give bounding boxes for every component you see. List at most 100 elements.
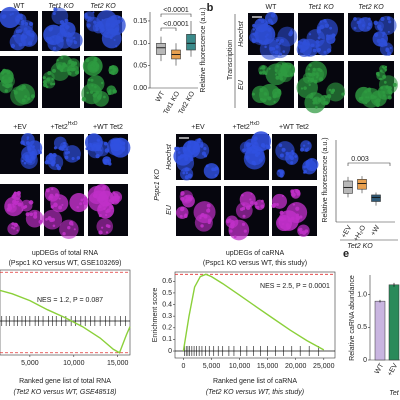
nucleus xyxy=(42,76,46,80)
nucleus xyxy=(290,161,294,165)
nucleus xyxy=(48,156,51,160)
nucleus xyxy=(326,48,332,53)
nucleus xyxy=(367,17,371,21)
nucleus xyxy=(60,56,64,60)
x-tick-label: WT xyxy=(374,362,386,376)
nucleus xyxy=(260,204,265,209)
x-axis-label: (Tet2 KO versus WT, GSE48518) xyxy=(14,389,117,396)
nucleus xyxy=(308,33,312,36)
nucleus xyxy=(214,166,219,171)
nucleus xyxy=(282,69,287,74)
nucleus xyxy=(245,143,251,148)
nucleus xyxy=(307,79,310,82)
nucleus xyxy=(73,61,78,66)
nucleus xyxy=(23,161,27,165)
nucleus xyxy=(64,18,69,23)
bracket xyxy=(160,27,177,31)
nucleus xyxy=(106,197,109,200)
nucleus xyxy=(5,69,9,73)
nucleus xyxy=(207,218,212,223)
nucleus xyxy=(16,15,20,18)
box xyxy=(371,194,381,202)
nucleus xyxy=(109,205,114,210)
row-label: EU xyxy=(166,204,173,215)
y-axis-label: Enrichment score xyxy=(152,288,159,343)
nucleus xyxy=(112,67,117,72)
y-tick-label: 0.2 xyxy=(162,325,172,332)
nucleus xyxy=(252,28,256,31)
nucleus xyxy=(303,86,307,90)
nucleus xyxy=(30,94,35,99)
micrograph xyxy=(44,134,84,174)
nucleus xyxy=(114,20,118,23)
nucleus xyxy=(241,194,244,197)
nucleus xyxy=(58,197,61,200)
nucleus xyxy=(11,226,14,229)
nucleus xyxy=(33,214,38,219)
nucleus xyxy=(114,198,118,202)
group-label: Tet xyxy=(389,390,400,397)
nucleus xyxy=(26,136,30,139)
nucleus xyxy=(203,147,207,151)
nucleus xyxy=(68,59,72,63)
nucleus xyxy=(108,162,112,166)
nucleus xyxy=(275,203,279,207)
nucleus xyxy=(388,20,392,24)
nucleus xyxy=(49,193,54,199)
x-tick-label: 10,000 xyxy=(229,363,251,370)
nucleus xyxy=(315,105,318,109)
nucleus xyxy=(2,14,7,18)
column-label: +Tet2HxD xyxy=(232,121,259,131)
nucleus xyxy=(51,187,54,191)
nucleus xyxy=(101,226,104,229)
nucleus xyxy=(203,214,208,219)
nucleus xyxy=(64,151,69,155)
nucleus xyxy=(20,140,25,145)
x-tick-label: 15,000 xyxy=(107,360,129,367)
plot-title: upDEGs of total RNA xyxy=(32,250,98,257)
y-axis-label: Relative fluorescence (a.u.) xyxy=(322,137,329,222)
nucleus xyxy=(107,224,111,228)
nucleus xyxy=(270,13,276,18)
nucleus xyxy=(303,170,307,174)
nucleus xyxy=(31,150,35,155)
column-label-text: +Tet2 xyxy=(232,124,249,131)
nucleus xyxy=(79,202,83,206)
column-label: +WT Tet2 xyxy=(279,124,309,131)
nucleus xyxy=(297,40,301,43)
nucleus xyxy=(16,191,21,196)
nucleus xyxy=(373,20,379,26)
nucleus xyxy=(292,68,295,71)
nucleus xyxy=(200,224,204,228)
nucleus xyxy=(341,92,345,96)
nucleus xyxy=(106,202,110,206)
nucleus xyxy=(305,46,309,50)
nucleus xyxy=(203,154,208,158)
nucleus xyxy=(275,38,279,42)
box xyxy=(156,42,166,55)
nucleus xyxy=(110,70,115,75)
nucleus xyxy=(15,29,20,34)
nucleus xyxy=(116,195,121,200)
panel-label: b xyxy=(207,2,214,14)
nucleus xyxy=(112,89,116,92)
nucleus xyxy=(317,36,321,40)
y-tick-label: 0.10 xyxy=(133,40,147,47)
nucleus xyxy=(25,212,30,217)
nucleus xyxy=(52,46,57,51)
column-label: Tet2 KO xyxy=(358,4,384,11)
nucleus xyxy=(198,137,202,141)
nucleus xyxy=(24,95,28,99)
group-label: Transcription xyxy=(227,40,234,80)
nucleus xyxy=(92,11,95,14)
y-tick-label: 0.3 xyxy=(162,313,172,320)
nucleus xyxy=(375,103,380,108)
nucleus xyxy=(21,159,24,163)
nucleus xyxy=(387,30,390,33)
nucleus xyxy=(73,228,76,231)
nucleus xyxy=(4,89,8,93)
nucleus xyxy=(385,85,389,89)
nucleus xyxy=(250,192,253,195)
nucleus xyxy=(111,143,114,146)
column-label: Tet2 KO xyxy=(90,3,116,10)
